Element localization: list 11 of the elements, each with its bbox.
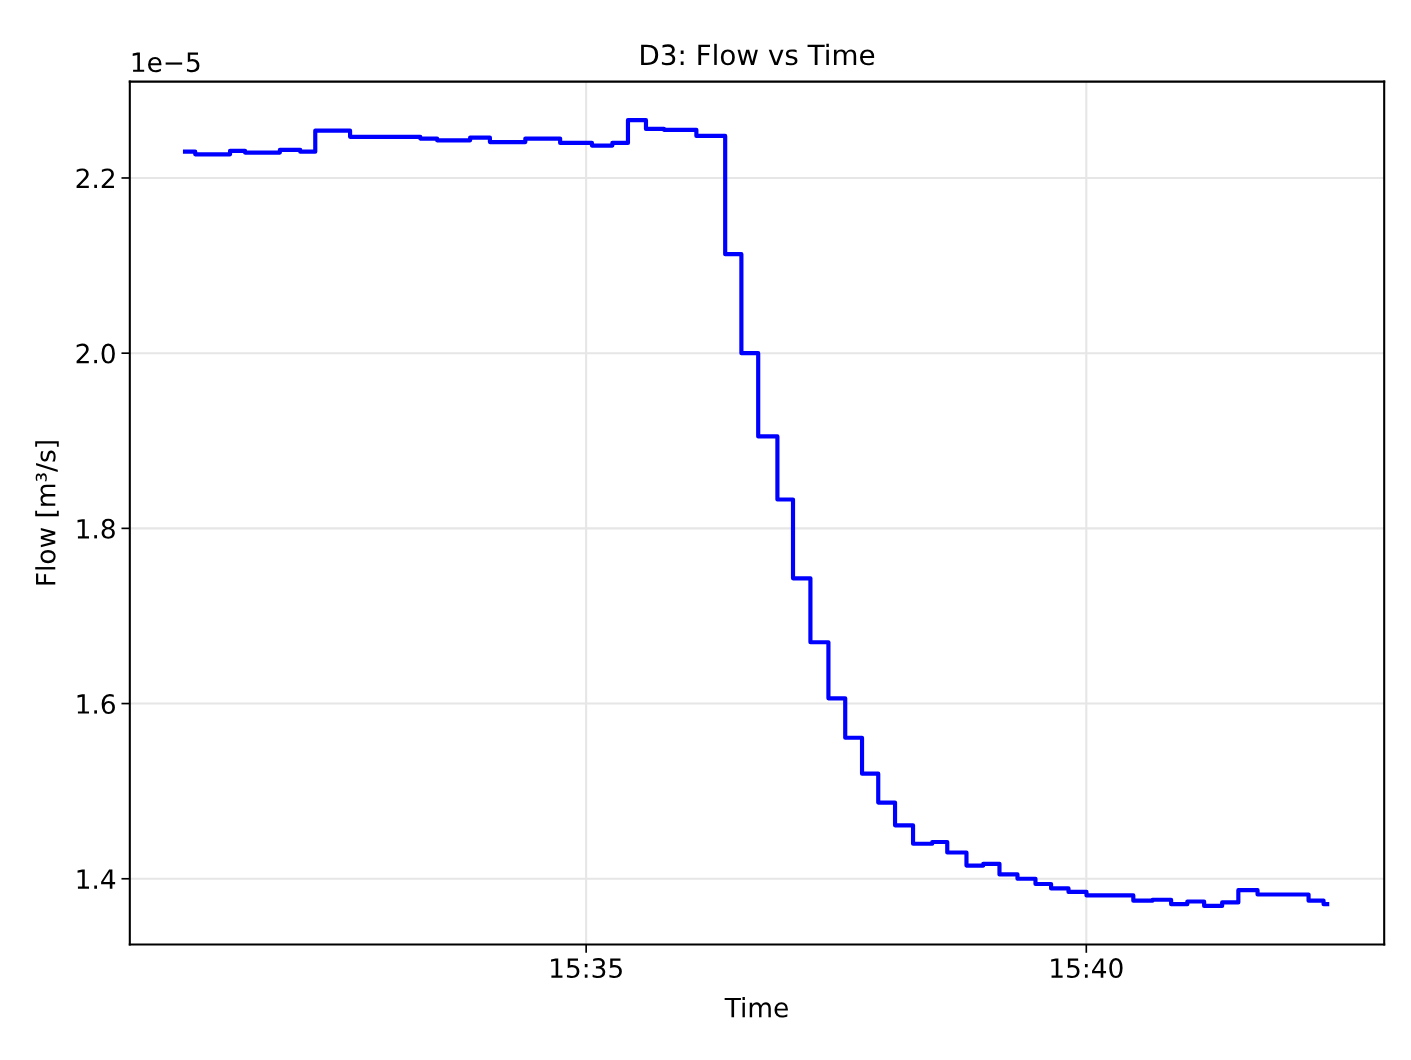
x-tick-label: 15:40 bbox=[1051, 958, 1123, 979]
y-tick-label: 1.4 bbox=[77, 869, 116, 889]
x-axis-title: Time bbox=[724, 997, 788, 1018]
y-tick-label: 1.6 bbox=[77, 694, 115, 714]
y-tick-label: 2.0 bbox=[76, 343, 115, 364]
y-tick-label: 1.8 bbox=[77, 518, 115, 539]
y-axis-title: Flow [m³/s] bbox=[35, 441, 59, 585]
x-tick-label: 15:35 bbox=[551, 958, 622, 979]
chart-title: D3: Flow vs Time bbox=[641, 43, 875, 66]
y-tick-label: 2.2 bbox=[76, 168, 114, 188]
text: 1e−5 bbox=[132, 52, 200, 73]
